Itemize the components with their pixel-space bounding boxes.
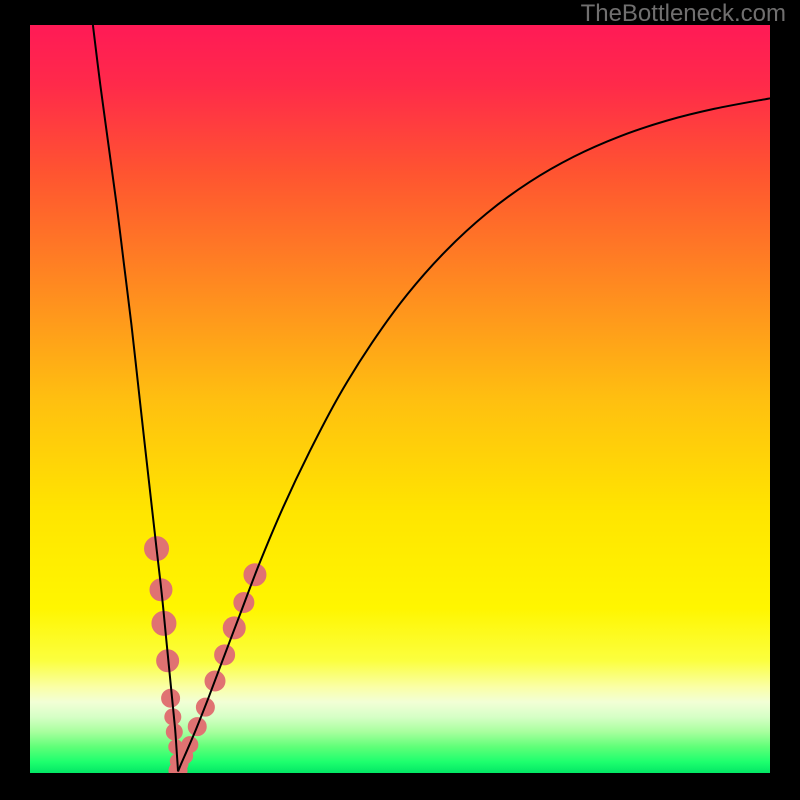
chart-root: TheBottleneck.com [0, 0, 800, 800]
plot-gradient-background [30, 25, 770, 773]
watermark-text: TheBottleneck.com [581, 0, 786, 28]
